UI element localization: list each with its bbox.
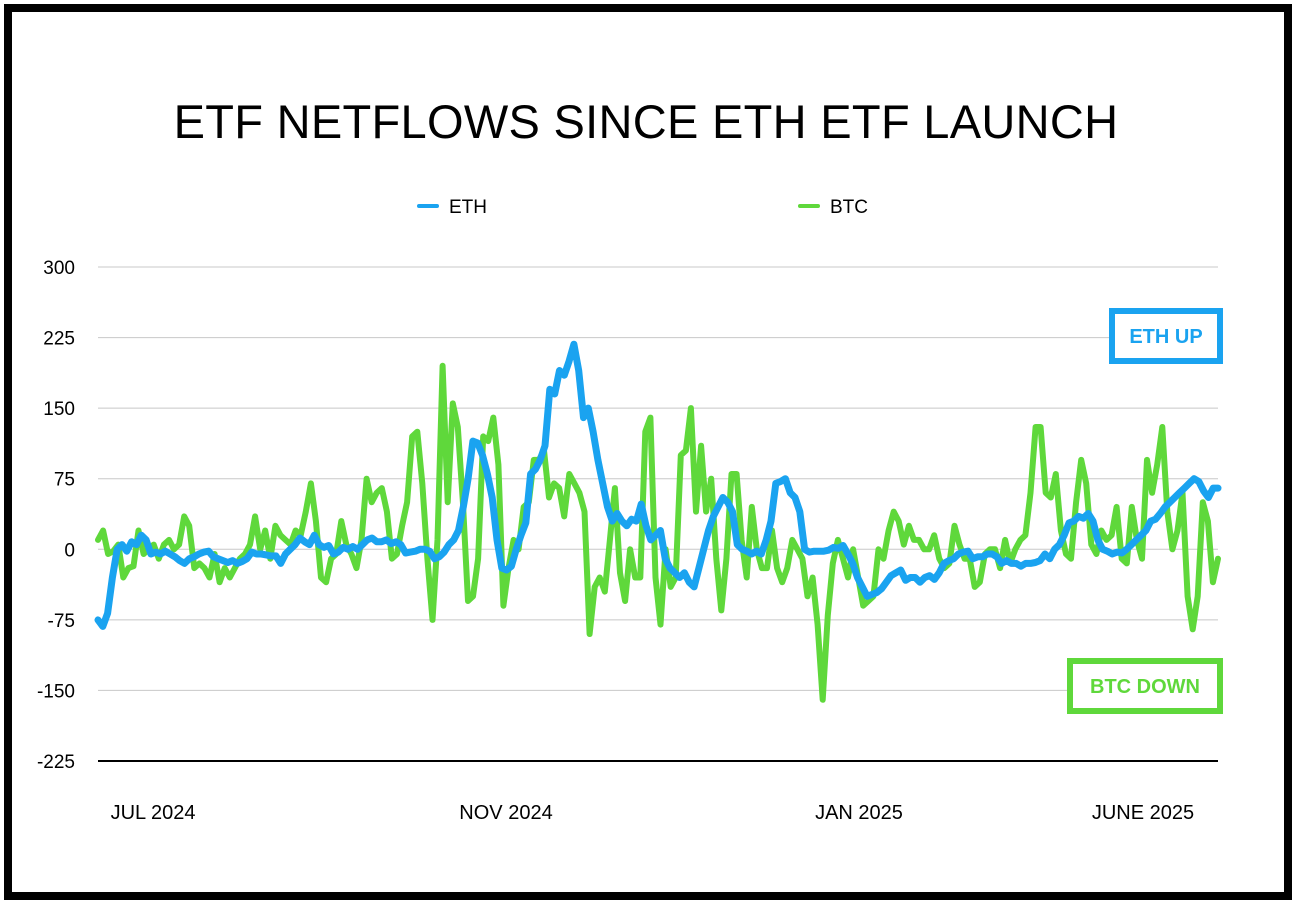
y-tick-label: -75 [48,611,75,632]
x-tick-label: JUL 2024 [111,802,196,824]
series-line-eth [94,340,1222,630]
chart-title: ETF NETFLOWS SINCE ETH ETF LAUNCH [173,95,1119,148]
annotation-border [1109,308,1223,364]
x-axis-ticks: JUL 2024 NOV 2024 JAN 2025 JUNE 2025 [111,802,1195,824]
x-tick-label: JAN 2025 [815,802,903,824]
y-tick-label: 0 [64,540,75,561]
series-line-btc [95,362,1221,703]
chart-frame [4,4,1292,900]
gridlines [98,266,1218,762]
annotation-box: BTC DOWN [1067,658,1223,714]
legend-item-eth: ETH [417,197,487,218]
legend: ETH BTC [417,197,868,218]
x-tick-label: NOV 2024 [459,802,552,824]
y-tick-label: 300 [43,258,75,279]
x-tick-label: JUNE 2025 [1092,802,1194,824]
series-lines [94,340,1222,703]
annotation-border [1067,658,1223,714]
annotation-box: ETH UP [1109,308,1223,364]
legend-item-btc: BTC [798,197,868,218]
legend-label: ETH [449,197,487,218]
y-tick-label: 75 [54,470,75,491]
annotation-label: ETH UP [1129,326,1202,348]
y-tick-label: -150 [37,681,75,702]
y-tick-label: -225 [37,752,75,773]
y-axis-ticks: 300 225 150 75 0 -75 -150 -225 [37,258,75,773]
y-tick-label: 150 [43,399,75,420]
annotations: ETH UP BTC DOWN [1067,308,1223,714]
y-tick-label: 225 [43,329,75,350]
legend-label: BTC [830,197,868,218]
annotation-label: BTC DOWN [1090,676,1200,698]
